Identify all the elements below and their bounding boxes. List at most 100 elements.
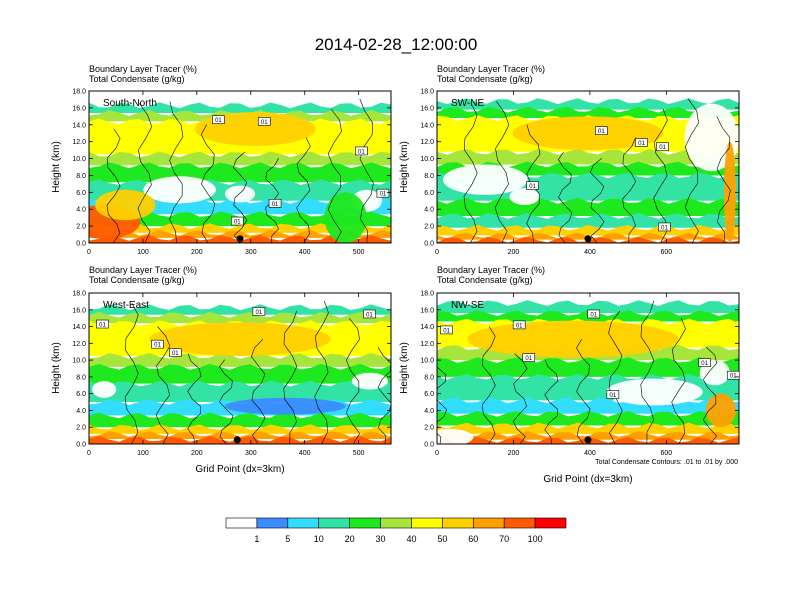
x-tick-label: 100 — [137, 249, 149, 256]
y-tick-label: 2.0 — [76, 224, 86, 231]
y-tick-label: 14.0 — [72, 324, 86, 331]
contour-label-box — [151, 339, 164, 349]
y-tick-label: 8.0 — [76, 173, 86, 180]
y-tick-label: 18.0 — [420, 291, 434, 298]
contour-label: 01 — [172, 351, 179, 357]
y-tick-label: 10.0 — [420, 358, 434, 365]
contour-label-box — [231, 216, 244, 226]
contour-line — [437, 366, 447, 444]
contour-label-box — [656, 142, 669, 152]
colorbar-swatch — [318, 517, 350, 529]
contour-label: 01 — [272, 202, 279, 208]
tracer-blob — [149, 322, 331, 356]
contour-line — [251, 338, 266, 444]
tracer-band — [89, 151, 391, 166]
x-tick-label: 400 — [584, 450, 596, 457]
contour-label: 01 — [215, 118, 222, 124]
tracer-blob — [351, 372, 388, 390]
x-tick-label: 400 — [584, 249, 596, 256]
contour-line — [702, 346, 718, 444]
tracer-band — [437, 357, 739, 377]
tracer-band — [437, 422, 739, 434]
contour-label: 01 — [661, 225, 668, 231]
contour-line — [187, 353, 202, 444]
colorbar-label: 60 — [468, 534, 478, 544]
y-tick-label: 6.0 — [76, 190, 86, 197]
y-tick-label: 6.0 — [424, 190, 434, 197]
colorbar-label: 5 — [285, 534, 290, 544]
contour-label: 01 — [380, 192, 387, 198]
contour-label-box — [376, 188, 390, 198]
location-marker — [236, 235, 244, 243]
contour-line — [283, 310, 298, 444]
contour-label: 01 — [443, 328, 450, 334]
x-tick-label: 200 — [191, 450, 203, 457]
plot-frame — [436, 90, 740, 244]
contour-line — [359, 98, 374, 243]
colorbar-label: 10 — [314, 534, 324, 544]
panel-south-north: Boundary Layer Tracer (%) Total Condensa… — [51, 64, 392, 256]
contour-line — [124, 303, 139, 444]
tracer-band — [437, 293, 739, 304]
tracer-band — [437, 106, 739, 119]
panel-subtitle-line2: Total Condensate (g/kg) — [437, 275, 533, 285]
y-axis-label: Height (km) — [51, 141, 62, 193]
contour-line — [671, 318, 686, 444]
tracer-blob — [324, 192, 367, 243]
tracer-band — [89, 424, 391, 434]
panel-subtitle-line2: Total Condensate (g/kg) — [89, 275, 185, 285]
contour-label: 01 — [598, 129, 605, 135]
tracer-blob — [705, 393, 736, 428]
y-tick-label: 14.0 — [72, 122, 86, 129]
tracer-band — [437, 236, 739, 243]
colorbar-swatch — [287, 517, 320, 529]
contour-line — [232, 151, 248, 243]
contour-label-box — [726, 370, 740, 380]
tracer-band — [89, 311, 391, 324]
panel-subtitle-line1: Boundary Layer Tracer (%) — [89, 64, 197, 74]
contour-line — [544, 359, 559, 444]
contour-label: 01 — [358, 149, 365, 155]
contour-line — [106, 128, 121, 243]
contour-line — [608, 310, 623, 444]
contour-label-box — [606, 390, 620, 399]
contour-label: 01 — [529, 184, 536, 190]
y-tick-label: 6.0 — [76, 391, 86, 398]
tracer-blob — [143, 176, 216, 204]
tracer-band — [89, 223, 391, 233]
y-tick-label: 16.0 — [420, 105, 434, 112]
location-marker — [584, 436, 592, 444]
contour-line — [589, 157, 605, 243]
tracer-band — [437, 148, 739, 165]
y-tick-label: 0.0 — [424, 241, 434, 248]
tracer-blob — [95, 189, 156, 221]
tracer-field — [437, 293, 739, 444]
panel-label: South-North — [103, 98, 157, 109]
contour-line — [576, 339, 591, 444]
y-tick-label: 16.0 — [420, 307, 434, 314]
panel-subtitle-line1: Boundary Layer Tracer (%) — [89, 265, 197, 275]
contour-line — [200, 124, 216, 243]
condensate-contours — [437, 300, 718, 444]
contour-label-box — [252, 307, 266, 316]
x-tick-label: 400 — [299, 249, 311, 256]
y-tick-label: 10.0 — [72, 156, 86, 163]
y-axis-label: Height (km) — [399, 141, 410, 193]
tracer-band — [437, 197, 739, 216]
x-tick-label: 600 — [661, 249, 673, 256]
colorbar-swatch — [380, 517, 412, 529]
y-axis-label: Height (km) — [51, 342, 62, 394]
y-axis-label: Height (km) — [399, 342, 410, 394]
y-tick-label: 2.0 — [424, 425, 434, 432]
contour-line — [137, 103, 153, 243]
contour-line — [481, 326, 496, 444]
tracer-band — [89, 412, 391, 428]
colorbar-label: 30 — [376, 534, 386, 544]
contour-label: 01 — [366, 312, 373, 318]
tracer-band — [89, 353, 391, 367]
x-tick-label: 200 — [508, 450, 520, 457]
plot-frame — [436, 292, 740, 445]
y-tick-label: 2.0 — [76, 425, 86, 432]
contour-label-box — [522, 353, 536, 362]
